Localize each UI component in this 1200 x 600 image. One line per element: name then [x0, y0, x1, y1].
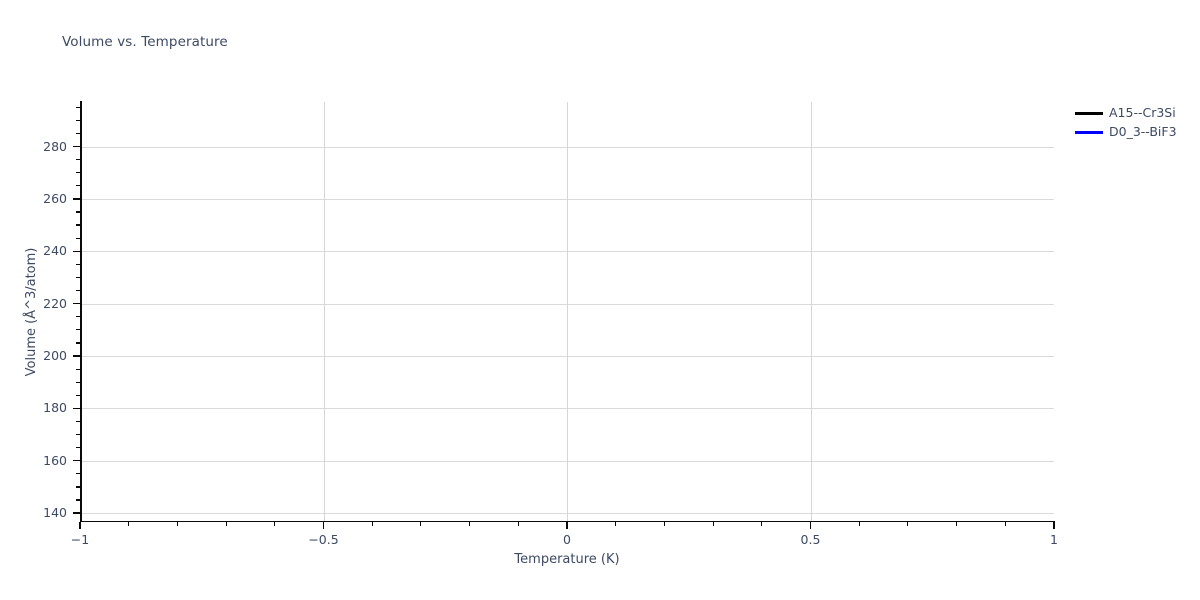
x-axis-minor-tick [371, 522, 373, 526]
legend-line-icon [1075, 131, 1103, 134]
y-axis-minor-tick [76, 263, 80, 265]
y-axis-minor-tick [76, 237, 80, 239]
x-axis-tick [322, 522, 325, 529]
gridline-vertical [323, 102, 325, 521]
x-axis-minor-tick [615, 522, 617, 526]
gridline-vertical [810, 102, 812, 521]
y-axis-minor-tick [76, 119, 80, 121]
y-axis-minor-tick [76, 342, 80, 344]
x-axis-tick-label: 1 [1050, 532, 1058, 547]
y-axis-tick [73, 407, 80, 410]
x-axis-minor-tick [712, 522, 714, 526]
x-axis-minor-tick [907, 522, 909, 526]
y-axis-minor-tick [76, 433, 80, 436]
x-axis-tick-label: 0.5 [800, 532, 821, 547]
chart-title: Volume vs. Temperature [62, 34, 228, 50]
x-axis-minor-tick [517, 522, 519, 526]
y-axis-tick-label: 280 [43, 138, 67, 154]
y-axis-spine [80, 101, 82, 522]
y-axis-minor-tick [76, 394, 80, 396]
y-axis-minor-tick [76, 420, 80, 423]
y-axis-minor-tick [76, 224, 80, 226]
x-axis-minor-tick [176, 522, 178, 526]
x-axis-tick [809, 522, 812, 529]
y-axis-tick [73, 355, 80, 357]
legend-line-icon [1075, 112, 1103, 115]
y-axis-minor-tick [76, 132, 80, 134]
legend-label: D0_3--BiF3 [1109, 124, 1177, 140]
y-axis-tick [73, 460, 80, 462]
y-axis-minor-tick [76, 159, 80, 161]
legend-label: A15--Cr3Si [1109, 105, 1176, 121]
y-axis-minor-tick [76, 473, 80, 475]
y-axis-minor-tick [76, 499, 80, 501]
y-axis-tick-label: 240 [43, 243, 67, 259]
y-axis-minor-tick [76, 211, 80, 213]
y-axis-tick-label: 160 [43, 452, 67, 468]
y-axis-tick [73, 250, 80, 252]
x-axis-spine [80, 520, 1055, 523]
x-axis-tick-label: −1 [70, 532, 90, 547]
y-axis-minor-tick [76, 486, 80, 488]
y-axis-minor-tick [76, 316, 80, 318]
x-axis-label: Temperature (K) [514, 552, 620, 567]
y-axis-tick-label: 200 [43, 348, 67, 364]
x-axis-tick-label: −0.5 [308, 532, 339, 547]
y-axis-minor-tick [76, 172, 80, 174]
y-axis-tick-label: 220 [43, 295, 67, 311]
x-axis-minor-tick [274, 522, 276, 526]
y-axis-tick [73, 302, 80, 305]
y-axis-tick-label: 260 [43, 190, 67, 206]
y-axis-tick-label: 140 [43, 505, 67, 521]
x-axis-minor-tick [420, 522, 422, 526]
y-axis-minor-tick [76, 368, 80, 370]
y-axis-tick [73, 198, 80, 200]
legend-entry[interactable]: A15--Cr3Si [1075, 104, 1197, 123]
y-axis-label: Volume (Å^3/atom) [24, 247, 39, 377]
y-axis-minor-tick [76, 276, 80, 279]
x-axis-minor-tick [1004, 522, 1006, 526]
x-axis-minor-tick [761, 522, 763, 526]
plot-area [80, 102, 1054, 521]
y-axis-tick-label: 180 [43, 400, 67, 416]
y-axis-minor-tick [76, 381, 80, 383]
y-axis-minor-tick [76, 289, 80, 292]
x-axis-minor-tick [956, 522, 958, 526]
y-axis-minor-tick [76, 106, 80, 108]
x-axis-tick-label: 0 [563, 532, 571, 547]
y-axis-tick [73, 512, 80, 514]
x-axis-tick [566, 522, 568, 529]
y-axis-minor-tick [76, 185, 80, 187]
x-axis-tick [1053, 522, 1055, 529]
y-axis-tick [73, 145, 80, 148]
legend-entry[interactable]: D0_3--BiF3 [1075, 123, 1197, 142]
x-axis-minor-tick [225, 522, 227, 526]
x-axis-tick [79, 522, 81, 529]
gridline-vertical [567, 102, 568, 521]
x-axis-minor-tick [858, 522, 860, 526]
x-axis-minor-tick [128, 522, 130, 526]
x-axis-minor-tick [469, 522, 471, 526]
chart-legend: A15--Cr3Si D0_3--BiF3 [1075, 104, 1197, 142]
y-axis-minor-tick [76, 329, 80, 331]
y-axis-minor-tick [76, 447, 80, 449]
x-axis-minor-tick [663, 522, 665, 526]
